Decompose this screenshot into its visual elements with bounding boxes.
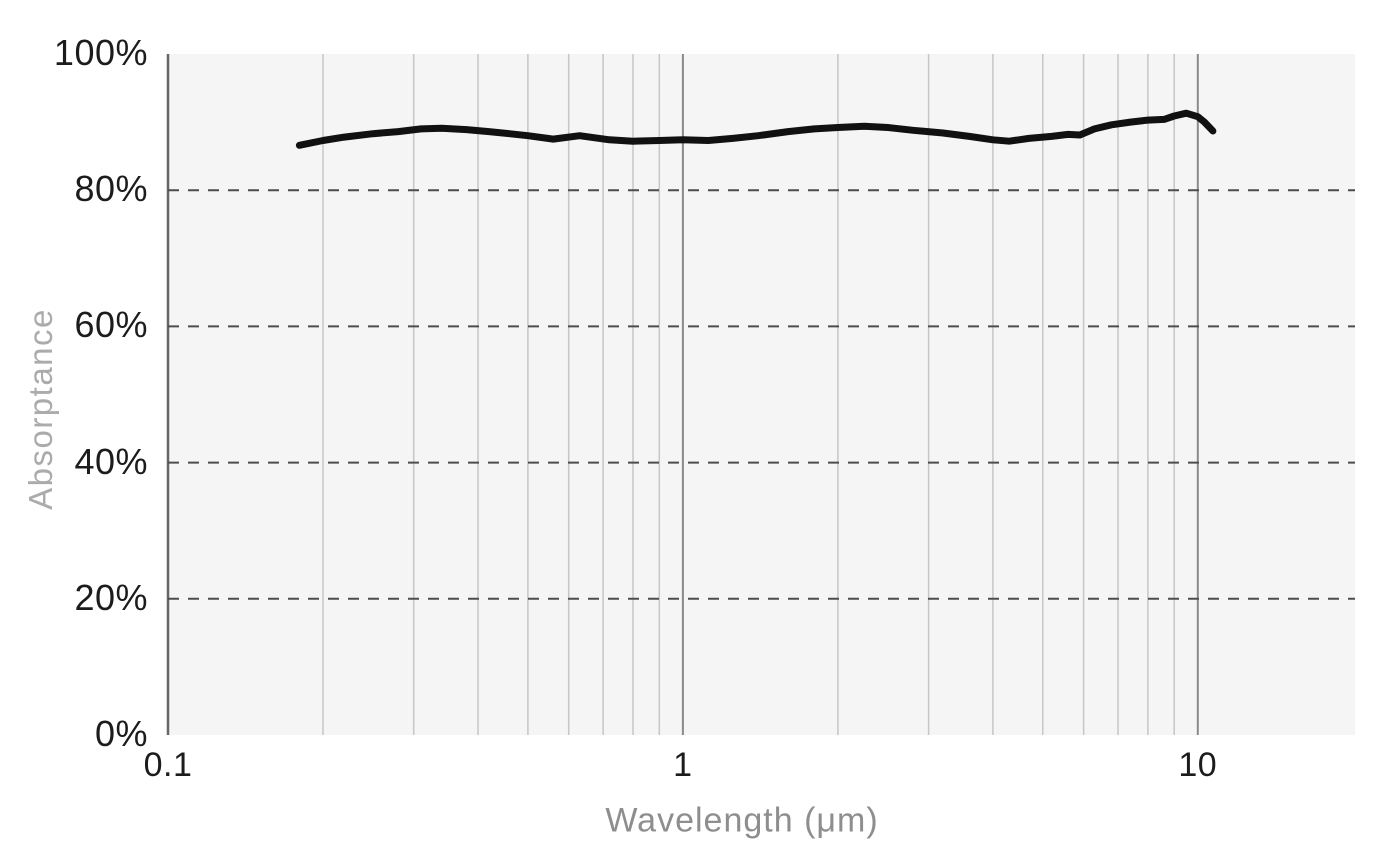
y-tick-label: 60%	[74, 304, 148, 346]
y-tick-label: 40%	[74, 440, 148, 482]
y-tick-label: 20%	[74, 576, 148, 618]
x-axis-title: Wavelength (μm)	[605, 801, 879, 840]
x-tick-label: 0.1	[143, 746, 193, 784]
y-tick-label: 80%	[74, 168, 148, 210]
plot-background	[168, 54, 1355, 735]
y-tick-label: 0%	[94, 713, 148, 755]
absorptance-curve	[295, 109, 1217, 149]
y-tick-label: 100%	[53, 32, 148, 74]
x-tick-label: 10	[1178, 746, 1218, 784]
x-tick-label: 1	[673, 746, 693, 784]
